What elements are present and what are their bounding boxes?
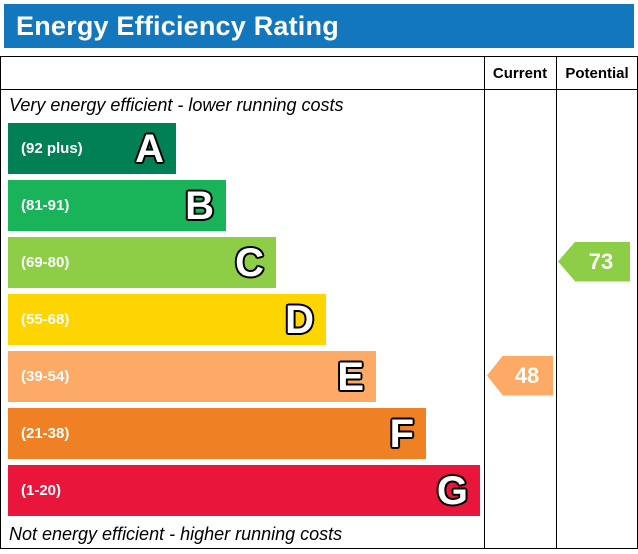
band-letter: C [235, 240, 264, 285]
potential-indicator: 73 [558, 241, 630, 282]
band-range-label: (55-68) [21, 311, 70, 328]
band-range-label: (81-91) [21, 197, 70, 214]
top-note: Very energy efficient - lower running co… [9, 94, 344, 115]
energy-rating-chart: Current Potential Very energy efficient … [0, 56, 638, 549]
band-bar-b: (81-91) B [8, 180, 226, 231]
title-bar: Energy Efficiency Rating [4, 4, 634, 48]
current-column-header: Current [492, 64, 548, 82]
band-range-label: (39-54) [21, 368, 70, 385]
band-bar-e: (39-54) E [8, 351, 376, 402]
band-bar-d: (55-68) D [8, 294, 326, 345]
band-letter: F [389, 411, 414, 456]
current-indicator: 48 [487, 355, 553, 396]
band-row-f: (21-38) F [1, 405, 637, 462]
band-row-e: (39-54) E [1, 348, 637, 405]
band-range-label: (21-38) [21, 425, 70, 442]
potential-value: 73 [588, 248, 614, 274]
bottom-note: Not energy efficient - higher running co… [9, 523, 343, 544]
table-header-row: Current Potential [1, 57, 637, 90]
column-divider-main-current [484, 57, 485, 548]
band-bar-a: (92 plus) A [8, 123, 176, 174]
current-value: 48 [514, 362, 540, 388]
band-range-label: (1-20) [21, 482, 62, 499]
potential-column-header: Potential [565, 64, 629, 82]
band-letter: G [436, 468, 468, 513]
band-bar-f: (21-38) F [8, 408, 426, 459]
band-range-label: (69-80) [21, 254, 70, 271]
band-row-c: (69-80) C [1, 234, 637, 291]
column-divider-current-potential [556, 57, 557, 548]
band-row-a: (92 plus) A [1, 120, 637, 177]
band-letter: E [337, 354, 364, 399]
band-row-g: (1-20) G [1, 462, 637, 519]
page-title: Energy Efficiency Rating [16, 10, 339, 41]
bands: (92 plus) A (81-91) B (69-80) C (55-68) D (39-54… [1, 120, 637, 519]
band-letter: B [185, 183, 214, 228]
band-row-d: (55-68) D [1, 291, 637, 348]
band-letter: D [285, 297, 314, 342]
band-row-b: (81-91) B [1, 177, 637, 234]
band-bar-g: (1-20) G [8, 465, 480, 516]
band-letter: A [135, 126, 164, 171]
band-range-label: (92 plus) [21, 140, 83, 157]
band-bar-c: (69-80) C [8, 237, 276, 288]
